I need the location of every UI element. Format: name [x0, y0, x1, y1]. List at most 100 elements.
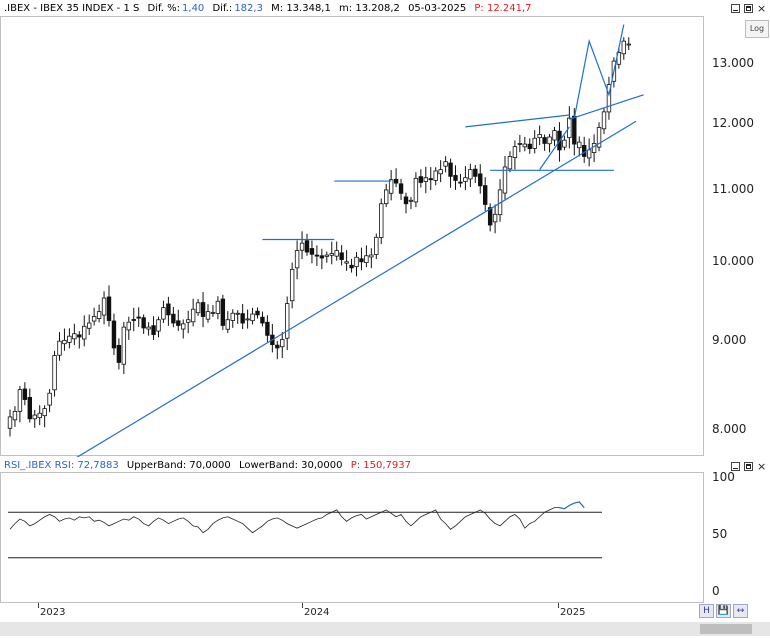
candle — [527, 138, 532, 154]
dif-pct-label: Dif. %: — [147, 3, 181, 14]
zoom-fit-icon[interactable]: ↔ — [733, 604, 748, 618]
candle — [448, 158, 453, 188]
candle — [255, 307, 260, 319]
candle — [181, 319, 186, 339]
candle — [522, 136, 527, 152]
price-header: .IBEX - IBEX 35 INDEX - 1 S Dif. %: 1,40 … — [4, 3, 536, 15]
candle — [32, 409, 37, 428]
candle — [280, 332, 285, 359]
candle — [428, 167, 433, 191]
trendline-main-uptrend[interactable] — [74, 120, 637, 457]
candle — [62, 328, 67, 351]
candle — [299, 231, 305, 260]
candle — [606, 76, 612, 120]
candle — [215, 296, 221, 320]
h-button[interactable]: H — [699, 604, 714, 618]
candle — [369, 248, 374, 269]
rsi-line-recent — [559, 501, 585, 510]
candle — [577, 136, 582, 157]
candle — [176, 309, 181, 331]
candle — [136, 307, 141, 327]
candle — [250, 307, 255, 325]
candle — [319, 248, 325, 270]
candle — [334, 241, 339, 261]
candle — [562, 135, 567, 151]
candle — [7, 409, 13, 437]
rsi-upper-band: UpperBand: 70,0000 — [126, 460, 231, 471]
trendline-channel-top[interactable] — [465, 114, 570, 128]
rsi-minimize-icon[interactable] — [731, 462, 740, 471]
candle — [141, 314, 146, 334]
close-icon[interactable]: × — [757, 2, 767, 15]
rsi-ytick: 0 — [712, 584, 720, 598]
xtick-mark — [38, 603, 39, 608]
candle — [458, 173, 463, 188]
candle — [67, 328, 72, 349]
candle — [270, 323, 275, 353]
candle — [329, 241, 334, 265]
candle — [265, 315, 270, 342]
price-ytick: 11.000 — [712, 181, 754, 196]
candle — [324, 251, 329, 263]
candle — [552, 126, 557, 146]
minimize-icon[interactable] — [731, 4, 740, 13]
candle — [225, 311, 230, 334]
candle — [388, 170, 394, 201]
candle — [408, 197, 414, 210]
candle — [354, 252, 359, 277]
trendline-wedge-support[interactable] — [539, 126, 570, 170]
price-ytick: 13.000 — [712, 56, 754, 70]
candle — [626, 37, 631, 51]
candle — [126, 316, 131, 340]
rsi-lower-band: LowerBand: 30,0000 — [238, 460, 343, 471]
rsi-close-icon[interactable]: × — [757, 460, 767, 473]
candle — [17, 385, 23, 423]
candle — [502, 156, 508, 200]
candle — [507, 151, 513, 173]
candle — [398, 178, 404, 200]
candle — [423, 166, 428, 194]
candle — [586, 138, 592, 167]
xtick-label: 2024 — [304, 607, 330, 618]
price-chart — [0, 16, 704, 457]
rsi-panel: RSI_.IBEX RSI: 72,7883 UpperBand: 70,000… — [0, 458, 770, 603]
log-scale-button[interactable]: Log — [745, 20, 769, 38]
candle — [542, 134, 547, 151]
trendline-breakout-line[interactable] — [569, 94, 644, 120]
candle — [72, 323, 77, 346]
candle — [482, 177, 488, 211]
xtick-label: 2023 — [40, 607, 66, 618]
candle — [294, 240, 300, 280]
candle — [131, 307, 136, 332]
min-value: m: 13.208,2 — [339, 3, 400, 14]
candle — [47, 389, 52, 413]
save-icon[interactable]: 💾 — [716, 604, 731, 618]
candle — [453, 165, 458, 190]
candle — [200, 292, 206, 328]
candle — [156, 316, 161, 338]
horizontal-scrollbar[interactable] — [0, 622, 770, 636]
candle — [230, 309, 235, 328]
rsi-ytick: 50 — [712, 527, 728, 541]
maximize-icon[interactable] — [744, 4, 753, 13]
candle — [463, 166, 468, 191]
scrollbar-thumb[interactable] — [700, 624, 752, 634]
candle — [220, 294, 226, 330]
candle — [111, 313, 117, 355]
candle — [77, 331, 82, 349]
rsi-chart — [0, 472, 704, 603]
xtick-label: 2025 — [560, 607, 586, 618]
date-value: 05-03-2025 — [408, 3, 467, 14]
candle — [473, 165, 478, 183]
candle — [478, 164, 483, 194]
candle — [12, 406, 18, 427]
candle — [364, 245, 369, 268]
candle — [245, 309, 250, 329]
candle — [240, 303, 245, 330]
candle — [190, 298, 196, 327]
rsi-pointer-value: P: 150,7937 — [350, 460, 411, 471]
rsi-ytick: 100 — [712, 470, 735, 484]
trendline-projection[interactable] — [573, 24, 625, 119]
rsi-maximize-icon[interactable] — [744, 462, 753, 471]
candle — [349, 258, 354, 273]
